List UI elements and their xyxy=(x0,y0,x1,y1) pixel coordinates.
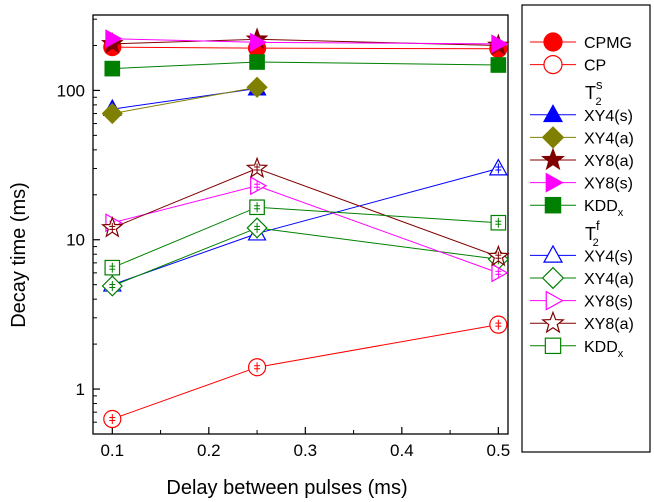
legend-item: XY8(s) xyxy=(530,290,633,311)
series-0 xyxy=(103,38,508,58)
legend-label: XY8(a) xyxy=(584,316,634,333)
y-axis-label: Decay time (ms) xyxy=(8,182,30,328)
legend-marker xyxy=(545,172,564,193)
series-line xyxy=(112,324,499,420)
legend-item: XY4(s) xyxy=(530,244,633,265)
legend-item: XY4(s) xyxy=(530,104,633,125)
legend-group-header: Tf 2 xyxy=(585,218,600,249)
x-tick-label: 0.2 xyxy=(197,441,221,460)
legend-item: CP xyxy=(530,54,606,75)
legend-marker xyxy=(544,337,562,355)
plot-frame xyxy=(92,14,509,435)
legend-box xyxy=(521,4,651,453)
legend-marker xyxy=(541,147,565,171)
legend-label: XY8(s) xyxy=(584,176,633,193)
legend-marker xyxy=(545,290,564,311)
series-4 xyxy=(100,27,510,56)
legend-item: XY4(a) xyxy=(530,266,634,290)
data-point xyxy=(249,54,265,70)
legend-group-header: Ts 2 xyxy=(585,77,603,108)
legend-marker xyxy=(544,196,562,214)
legend-marker xyxy=(543,32,563,52)
series-line xyxy=(112,46,499,50)
legend-item: KDDx xyxy=(530,196,624,219)
series-line xyxy=(112,206,499,269)
x-axis: 0.1 0.2 0.3 0.4 0.5 xyxy=(100,427,510,460)
legend-label: XY4(a) xyxy=(584,130,634,147)
legend-marker xyxy=(541,310,565,334)
series-line xyxy=(112,86,258,115)
data-point xyxy=(490,57,507,73)
legend-label: KDDx xyxy=(584,198,624,219)
x-tick-label: 0.4 xyxy=(390,441,414,460)
data-point xyxy=(104,60,121,77)
series-11 xyxy=(104,199,507,276)
y-tick-label: 10 xyxy=(66,231,85,250)
legend-label: XY8(a) xyxy=(584,153,634,170)
series-10 xyxy=(100,156,510,267)
legend-marker xyxy=(541,266,565,290)
legend-label: XY4(a) xyxy=(584,271,634,288)
data-point xyxy=(250,32,268,52)
series-line xyxy=(112,61,499,70)
series-2 xyxy=(102,78,267,117)
y-tick-label: 1 xyxy=(76,380,85,399)
legend-item: XY8(a) xyxy=(530,147,634,171)
legend-marker xyxy=(542,104,564,123)
series-line xyxy=(112,227,499,287)
data-point xyxy=(246,76,268,98)
data-point xyxy=(250,176,268,196)
series-7 xyxy=(102,158,508,292)
legend-label: XY8(s) xyxy=(584,294,633,311)
legend-label: XY4(s) xyxy=(584,108,633,125)
legend-item: KDDx xyxy=(530,337,624,360)
data-point xyxy=(491,263,509,283)
x-tick-label: 0.3 xyxy=(294,441,318,460)
y-axis: 1 10 100 xyxy=(57,18,100,423)
series-1 xyxy=(103,315,508,429)
y-tick-label: 100 xyxy=(57,81,85,100)
plot-area xyxy=(92,14,509,435)
legend-label: CPMG xyxy=(584,35,632,52)
series-8 xyxy=(101,217,509,297)
legend-marker xyxy=(543,54,563,75)
series-3 xyxy=(101,76,268,125)
series-layer xyxy=(100,27,510,429)
legend-item: XY8(s) xyxy=(530,172,633,193)
series-line xyxy=(112,185,499,274)
legend-item: CPMG xyxy=(530,32,632,52)
x-axis-label: Delay between pulses (ms) xyxy=(166,477,407,499)
series-6 xyxy=(104,54,507,77)
legend-label: XY4(s) xyxy=(584,248,633,265)
legend-label: CP xyxy=(584,58,606,75)
data-point xyxy=(105,29,123,49)
legend-item: XY8(a) xyxy=(530,310,634,334)
x-tick-label: 0.1 xyxy=(100,441,124,460)
series-5 xyxy=(105,29,509,54)
data-point xyxy=(101,102,123,125)
data-point xyxy=(491,34,509,54)
legend-label: KDDx xyxy=(584,339,624,360)
series-line xyxy=(112,38,499,45)
x-tick-label: 0.5 xyxy=(487,441,511,460)
legend-marker xyxy=(542,244,564,263)
